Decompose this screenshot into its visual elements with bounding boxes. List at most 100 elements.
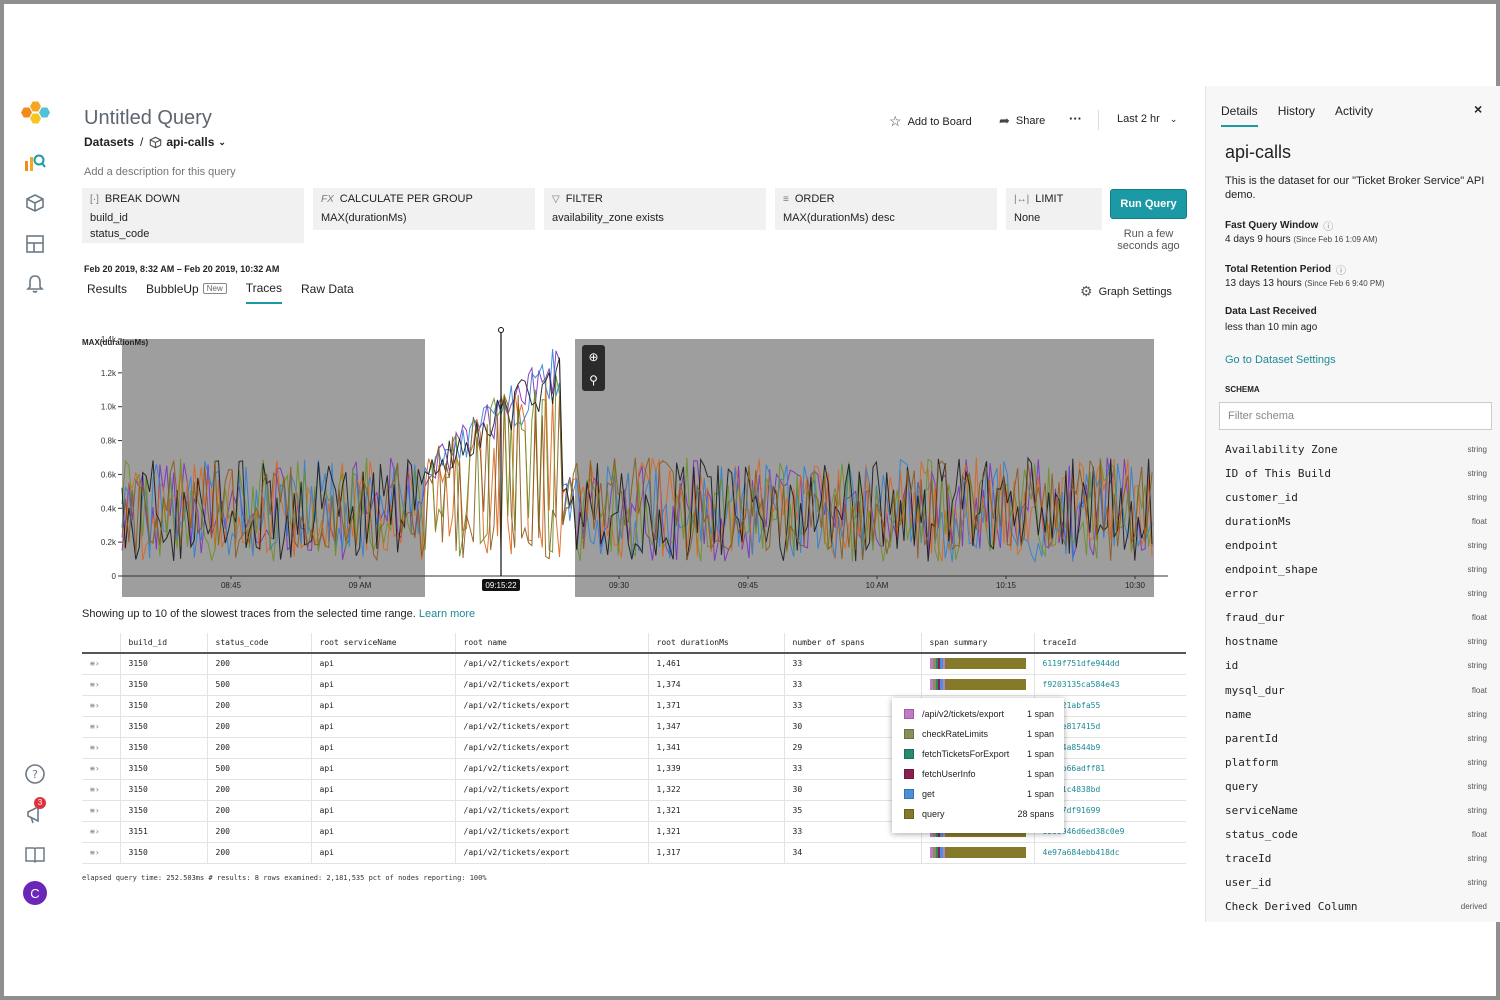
expand-row-icon[interactable]: ≡› [82, 653, 121, 675]
filter-clause[interactable]: ▽ FILTER availability_zone exists [544, 188, 766, 230]
schema-field[interactable]: durationMs float [1225, 513, 1487, 529]
breadcrumb-datasets[interactable]: Datasets [84, 135, 135, 149]
schema-field[interactable]: fraud_dur float [1225, 610, 1487, 626]
announcements-icon[interactable]: 3 [22, 797, 48, 827]
share-button[interactable]: ➦ Share [999, 113, 1046, 128]
info-icon[interactable]: ⓘ [1335, 266, 1346, 277]
table-row[interactable]: ≡› 3150 200 api/api/v2/tickets/export 1,317 3… [82, 842, 1186, 864]
boards-grid-icon[interactable] [22, 231, 48, 257]
cell-trace-id[interactable]: 5d7f1c4838bd [1034, 779, 1186, 801]
close-icon[interactable]: × [1474, 101, 1483, 117]
col-status-code[interactable]: status_code [207, 633, 312, 654]
expand-row-icon[interactable]: ≡› [82, 779, 121, 801]
tab-traces[interactable]: Traces [245, 281, 282, 304]
schema-field[interactable]: parentId string [1225, 730, 1487, 746]
triggers-bell-icon[interactable] [22, 271, 48, 297]
schema-field[interactable]: query string [1225, 778, 1487, 794]
query-title[interactable]: Untitled Query [84, 107, 212, 129]
expand-row-icon[interactable]: ≡› [82, 716, 121, 738]
calculate-clause[interactable]: fx CALCULATE PER GROUP MAX(durationMs) [313, 188, 535, 230]
schema-field[interactable]: traceId string [1225, 851, 1487, 867]
cell-trace-id[interactable]: 0309946d6ed38c0e9 [1034, 821, 1186, 843]
breakdown-clause[interactable]: [·] BREAK DOWN build_id status_code [82, 188, 304, 243]
zoom-in-icon[interactable]: ⊕ [588, 349, 599, 364]
col-trace-id[interactable]: traceId [1034, 633, 1186, 654]
filter-schema-input[interactable]: Filter schema [1219, 402, 1492, 430]
cell-span-summary[interactable] [921, 842, 1035, 864]
limit-clause[interactable]: |↔| LIMIT None [1006, 188, 1102, 230]
tab-details[interactable]: Details [1221, 104, 1258, 127]
expand-row-icon[interactable]: ≡› [82, 758, 121, 780]
cell-span-summary[interactable] [921, 674, 1035, 696]
graph-settings-button[interactable]: ⚙ Graph Settings [1080, 283, 1172, 299]
schema-field[interactable]: customer_id string [1225, 489, 1487, 505]
tab-bubbleup[interactable]: BubbleUp New [146, 281, 227, 304]
marker-handle[interactable] [498, 327, 504, 333]
schema-field[interactable]: user_id string [1225, 875, 1487, 891]
run-query-button[interactable]: Run Query [1110, 189, 1187, 219]
schema-field[interactable]: name string [1225, 706, 1487, 722]
more-options-button[interactable]: ··· [1069, 111, 1082, 126]
tab-raw-data[interactable]: Raw Data [300, 281, 354, 296]
schema-field[interactable]: id string [1225, 658, 1487, 674]
schema-field[interactable]: endpoint_shape string [1225, 562, 1487, 578]
table-row[interactable]: ≡› 3150 200 api/api/v2/tickets/export 1,461 3… [82, 653, 1186, 675]
schema-field[interactable]: hostname string [1225, 634, 1487, 650]
schema-field[interactable]: Check Derived Column derived [1225, 899, 1487, 915]
learn-more-link[interactable]: Learn more [418, 608, 476, 620]
help-icon[interactable]: ? [22, 761, 48, 787]
col-root-name[interactable]: root name [455, 633, 649, 654]
dataset-settings-link[interactable]: Go to Dataset Settings [1225, 354, 1336, 366]
cell-trace-id[interactable]: edce21abfa55 [1034, 695, 1186, 717]
table-row[interactable]: ≡› 3150 200 api/api/v2/tickets/export 1,322 3… [82, 779, 1186, 801]
cell-trace-id[interactable]: 4e97a684ebb418dc [1034, 842, 1186, 864]
cell-trace-id[interactable]: f9203135ca584e43 [1034, 674, 1186, 696]
heatmap-line-chart[interactable]: 0 0.2k 0.4k 0.6k 0.8k 1.0k 1.2k 1.4k MAX(duratio… [82, 324, 1177, 599]
datasets-cube-icon[interactable] [22, 190, 48, 216]
schema-field[interactable]: mysql_dur float [1225, 682, 1487, 698]
schema-field[interactable]: endpoint string [1225, 537, 1487, 553]
cell-trace-id[interactable]: 6119f751dfe944dd [1034, 653, 1186, 675]
tab-results[interactable]: Results [87, 281, 128, 296]
col-number-spans[interactable]: number of spans [784, 633, 922, 654]
query-chart-icon[interactable] [22, 149, 48, 175]
expand-row-icon[interactable]: ≡› [82, 800, 121, 822]
schema-field[interactable]: serviceName string [1225, 803, 1487, 819]
col-build-id[interactable]: build_id [120, 633, 208, 654]
col-root-service[interactable]: root serviceName [311, 633, 456, 654]
expand-row-icon[interactable]: ≡› [82, 674, 121, 696]
trace-search-icon[interactable]: ⚲ [589, 372, 598, 387]
expand-row-icon[interactable]: ≡› [82, 737, 121, 759]
schema-field[interactable]: error string [1225, 586, 1487, 602]
dataset-selector[interactable]: api-calls ⌄ [149, 135, 226, 149]
schema-field[interactable]: Availability Zone string [1225, 441, 1487, 457]
expand-row-icon[interactable]: ≡› [82, 695, 121, 717]
info-icon[interactable]: ⓘ [1323, 222, 1334, 233]
query-description[interactable]: Add a description for this query [84, 166, 236, 178]
order-clause[interactable]: ≡ ORDER MAX(durationMs) desc [775, 188, 997, 230]
avatar[interactable]: C [22, 880, 48, 906]
span-summary-bar[interactable] [929, 658, 1026, 670]
schema-field[interactable]: platform string [1225, 754, 1487, 770]
expand-row-icon[interactable]: ≡› [82, 842, 121, 864]
cell-trace-id[interactable]: 036a4a8544b9 [1034, 737, 1186, 759]
span-summary-bar[interactable] [929, 679, 1026, 690]
chart-canvas[interactable]: 0 0.2k 0.4k 0.6k 0.8k 1.0k 1.2k 1.4kMAX(duratio… [82, 324, 1177, 599]
honeycomb-logo-icon[interactable] [18, 99, 54, 129]
tab-history[interactable]: History [1277, 104, 1316, 118]
time-range-selector[interactable]: Last 2 hr ⌄ [1117, 113, 1178, 125]
table-row[interactable]: ≡› 3150 500 api/api/v2/tickets/export 1,374 3… [82, 674, 1186, 696]
cell-trace-id[interactable]: 89a7b66adff81 [1034, 758, 1186, 780]
cell-trace-id[interactable]: 75147df91699 [1034, 800, 1186, 822]
expand-row-icon[interactable]: ≡› [82, 821, 121, 843]
col-root-duration[interactable]: root durationMs [648, 633, 785, 654]
add-to-board-button[interactable]: ☆ Add to Board [889, 113, 972, 129]
tab-activity[interactable]: Activity [1335, 104, 1374, 118]
schema-field[interactable]: status_code float [1225, 827, 1487, 843]
col-span-summary[interactable]: span summary [921, 633, 1035, 654]
cell-span-summary[interactable] [921, 653, 1035, 675]
schema-field[interactable]: ID of This Build string [1225, 465, 1487, 481]
span-summary-bar[interactable] [929, 847, 1026, 858]
book-icon[interactable] [22, 841, 48, 867]
cell-trace-id[interactable]: 1d9be817415d [1034, 716, 1186, 738]
